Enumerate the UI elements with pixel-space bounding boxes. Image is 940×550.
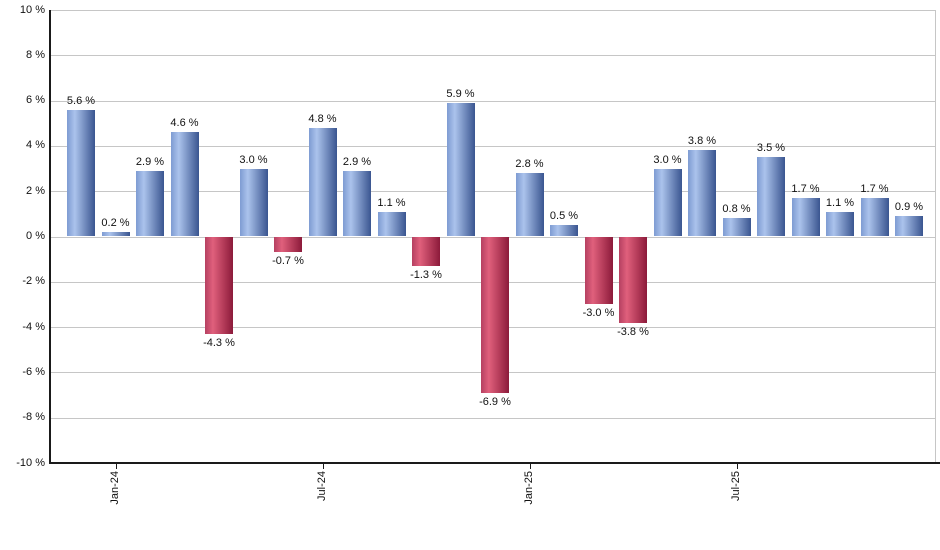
positive-bar	[377, 211, 406, 237]
negative-bar	[412, 236, 440, 266]
positive-bar	[688, 150, 716, 237]
y-axis-tick-label: 6 %	[26, 94, 45, 107]
bar-value-label: 1.7 %	[791, 182, 820, 195]
bar-value-label: 3.5 %	[756, 142, 786, 155]
bar-value-label: -3.8 %	[617, 325, 649, 338]
bar-value-label: 0.9 %	[894, 201, 924, 214]
gridline	[50, 145, 935, 147]
y-axis-tick-label: -4 %	[22, 320, 45, 333]
gridline	[50, 191, 935, 193]
y-axis-tick-label: 4 %	[26, 139, 45, 152]
bar-value-label: 4.6 %	[170, 117, 199, 130]
positive-bar	[515, 173, 544, 237]
bar-value-label: 1.1 %	[377, 196, 406, 209]
positive-bar	[170, 132, 199, 237]
gridline	[50, 55, 935, 57]
negative-bar	[619, 236, 647, 323]
positive-bar	[343, 170, 371, 237]
bar-value-label: -3.0 %	[582, 307, 615, 320]
y-axis-tick-label: 8 %	[26, 48, 45, 61]
gridline	[50, 100, 935, 102]
positive-bar	[826, 211, 854, 237]
negative-bar	[205, 236, 233, 334]
y-axis-tick-label: 10 %	[19, 3, 45, 16]
bar-value-label: 0.2 %	[101, 216, 130, 229]
negative-bar	[584, 236, 613, 305]
x-axis-tick-mark	[736, 464, 738, 469]
negative-bar	[274, 236, 302, 253]
bar-value-label: 0.5 %	[549, 210, 579, 223]
bar-value-label: 0.8 %	[722, 203, 751, 216]
positive-bar	[101, 231, 130, 237]
x-axis-tick-label: Jul-24	[315, 471, 328, 501]
positive-bar	[895, 216, 923, 237]
positive-bar	[550, 225, 578, 237]
bar-value-label: 1.7 %	[860, 182, 889, 195]
positive-bar	[722, 218, 751, 237]
negative-bar	[481, 236, 509, 393]
x-axis-tick-mark	[322, 464, 324, 469]
y-axis-tick-label: 2 %	[26, 184, 45, 197]
bar-value-label: -6.9 %	[479, 395, 511, 408]
y-axis-tick-label: -2 %	[22, 275, 45, 288]
x-axis-tick-label: Jan-24	[108, 471, 121, 505]
bar-value-label: 2.8 %	[515, 158, 544, 171]
y-axis-tick-label: -8 %	[22, 411, 45, 424]
x-axis-line	[49, 462, 940, 464]
y-axis-tick-label: -10 %	[16, 456, 45, 469]
positive-bar	[308, 127, 337, 237]
bar-value-label: 1.1 %	[825, 196, 855, 209]
gridline	[50, 417, 935, 419]
bar-value-label: -1.3 %	[410, 268, 442, 281]
positive-bar	[653, 168, 682, 237]
x-axis-tick-mark	[115, 464, 117, 469]
x-axis-tick-label: Jul-25	[729, 471, 742, 501]
bar-value-label: -4.3 %	[203, 336, 235, 349]
x-axis-tick-label: Jan-25	[522, 471, 535, 505]
positive-bar	[791, 197, 820, 237]
bar-value-label: 5.9 %	[446, 87, 475, 100]
positive-bar	[136, 170, 164, 237]
y-axis-tick-label: 0 %	[26, 230, 45, 242]
bar-value-label: 4.8 %	[308, 112, 337, 125]
positive-bar	[860, 197, 889, 237]
x-axis-tick-mark	[529, 464, 531, 469]
plot-right-border	[935, 10, 936, 463]
positive-bar	[239, 168, 268, 237]
positive-bar	[446, 102, 475, 237]
bar-value-label: 2.9 %	[342, 155, 372, 168]
y-axis-line	[49, 10, 51, 464]
bar-value-label: 2.9 %	[135, 155, 165, 168]
bar-value-label: 3.0 %	[653, 153, 682, 166]
positive-bar	[67, 109, 95, 237]
bar-value-label: -0.7 %	[272, 255, 304, 268]
bar-value-label: 3.8 %	[687, 135, 717, 148]
positive-bar	[757, 157, 785, 237]
gridline	[50, 10, 935, 11]
y-axis-tick-label: -6 %	[22, 365, 45, 378]
bar-value-label: 5.6 %	[66, 94, 96, 107]
bar-value-label: 3.0 %	[239, 153, 268, 166]
